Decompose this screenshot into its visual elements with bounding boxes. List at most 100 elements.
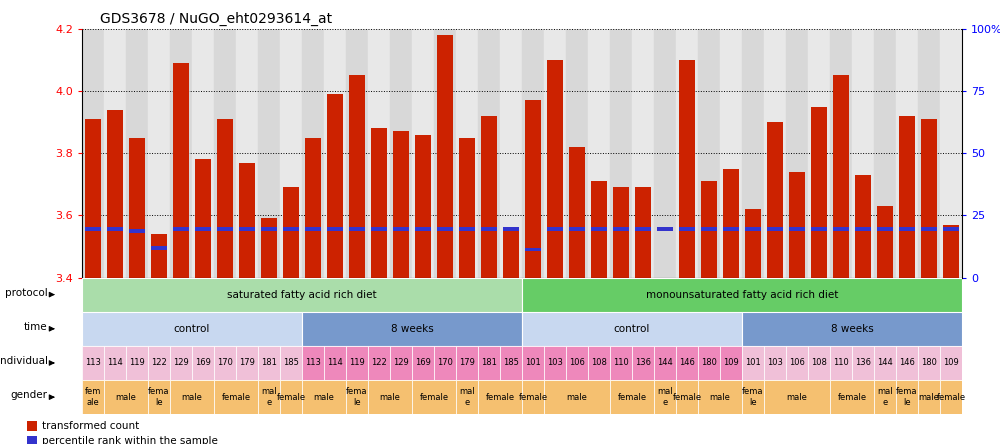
Bar xyxy=(192,346,214,380)
Bar xyxy=(940,380,962,414)
Bar xyxy=(412,346,434,380)
Text: 113: 113 xyxy=(85,358,101,368)
Bar xyxy=(676,346,698,380)
Bar xyxy=(745,209,761,278)
Bar xyxy=(720,29,742,278)
Bar xyxy=(654,380,676,414)
Text: percentile rank within the sample: percentile rank within the sample xyxy=(42,436,218,444)
Bar xyxy=(547,227,563,231)
Bar xyxy=(148,29,170,278)
Text: 129: 129 xyxy=(173,358,189,368)
Bar xyxy=(280,380,302,414)
Bar xyxy=(324,346,346,380)
Bar xyxy=(588,346,610,380)
Bar xyxy=(434,29,456,278)
Bar xyxy=(569,147,585,278)
Bar xyxy=(943,227,959,231)
Text: male: male xyxy=(380,392,400,402)
Bar xyxy=(283,187,299,278)
Bar xyxy=(764,346,786,380)
Bar xyxy=(368,29,390,278)
Bar xyxy=(82,278,522,312)
Bar xyxy=(85,227,101,231)
Text: 181: 181 xyxy=(261,358,277,368)
Bar xyxy=(456,29,478,278)
Bar xyxy=(701,181,717,278)
Bar xyxy=(698,346,720,380)
Text: fema
le: fema le xyxy=(896,388,918,407)
Bar xyxy=(302,312,522,346)
Bar xyxy=(236,346,258,380)
Bar xyxy=(280,29,302,278)
Bar xyxy=(27,421,37,431)
Text: control: control xyxy=(614,324,650,334)
Bar xyxy=(412,29,434,278)
Bar xyxy=(500,346,522,380)
Bar xyxy=(874,346,896,380)
Bar xyxy=(723,227,739,231)
Text: female: female xyxy=(221,392,251,402)
Bar xyxy=(833,75,849,278)
Text: 170: 170 xyxy=(217,358,233,368)
Bar xyxy=(522,312,742,346)
Bar xyxy=(261,218,277,278)
Text: fema
le: fema le xyxy=(148,388,170,407)
Bar xyxy=(830,346,852,380)
Bar xyxy=(610,346,632,380)
Text: 180: 180 xyxy=(701,358,717,368)
Bar xyxy=(302,29,324,278)
Bar xyxy=(327,94,343,278)
Bar xyxy=(129,229,145,233)
Text: male: male xyxy=(710,392,730,402)
Text: fema
le: fema le xyxy=(346,388,368,407)
Text: 114: 114 xyxy=(327,358,343,368)
Bar xyxy=(459,138,475,278)
Bar xyxy=(874,380,896,414)
Bar xyxy=(654,29,676,278)
Bar xyxy=(437,35,453,278)
Bar xyxy=(327,227,343,231)
Text: mal
e: mal e xyxy=(261,388,277,407)
Bar xyxy=(921,227,937,231)
Bar xyxy=(236,29,258,278)
Text: male: male xyxy=(182,392,202,402)
Bar xyxy=(613,187,629,278)
Bar xyxy=(393,227,409,231)
Text: 119: 119 xyxy=(129,358,145,368)
Bar xyxy=(635,187,651,278)
Bar xyxy=(676,29,698,278)
Bar xyxy=(896,29,918,278)
Bar xyxy=(899,116,915,278)
Bar xyxy=(855,175,871,278)
Bar xyxy=(676,380,698,414)
Bar xyxy=(610,29,632,278)
Bar xyxy=(811,227,827,231)
Bar xyxy=(632,346,654,380)
Bar xyxy=(107,110,123,278)
Bar xyxy=(459,227,475,231)
Bar xyxy=(173,227,189,231)
Bar xyxy=(129,138,145,278)
Text: male: male xyxy=(567,392,587,402)
Text: fema
le: fema le xyxy=(742,388,764,407)
Text: 108: 108 xyxy=(591,358,607,368)
Bar xyxy=(742,29,764,278)
Bar xyxy=(698,380,742,414)
Bar xyxy=(852,29,874,278)
Bar xyxy=(217,119,233,278)
Bar xyxy=(346,380,368,414)
Bar xyxy=(613,227,629,231)
Text: male: male xyxy=(919,392,939,402)
Bar xyxy=(481,227,497,231)
Text: 129: 129 xyxy=(393,358,409,368)
Text: male: male xyxy=(116,392,136,402)
Bar xyxy=(918,346,940,380)
Bar xyxy=(280,346,302,380)
Bar xyxy=(349,227,365,231)
Bar xyxy=(764,29,786,278)
Text: mal
e: mal e xyxy=(877,388,893,407)
Bar xyxy=(126,346,148,380)
Text: control: control xyxy=(174,324,210,334)
Bar xyxy=(522,380,544,414)
Bar xyxy=(258,380,280,414)
